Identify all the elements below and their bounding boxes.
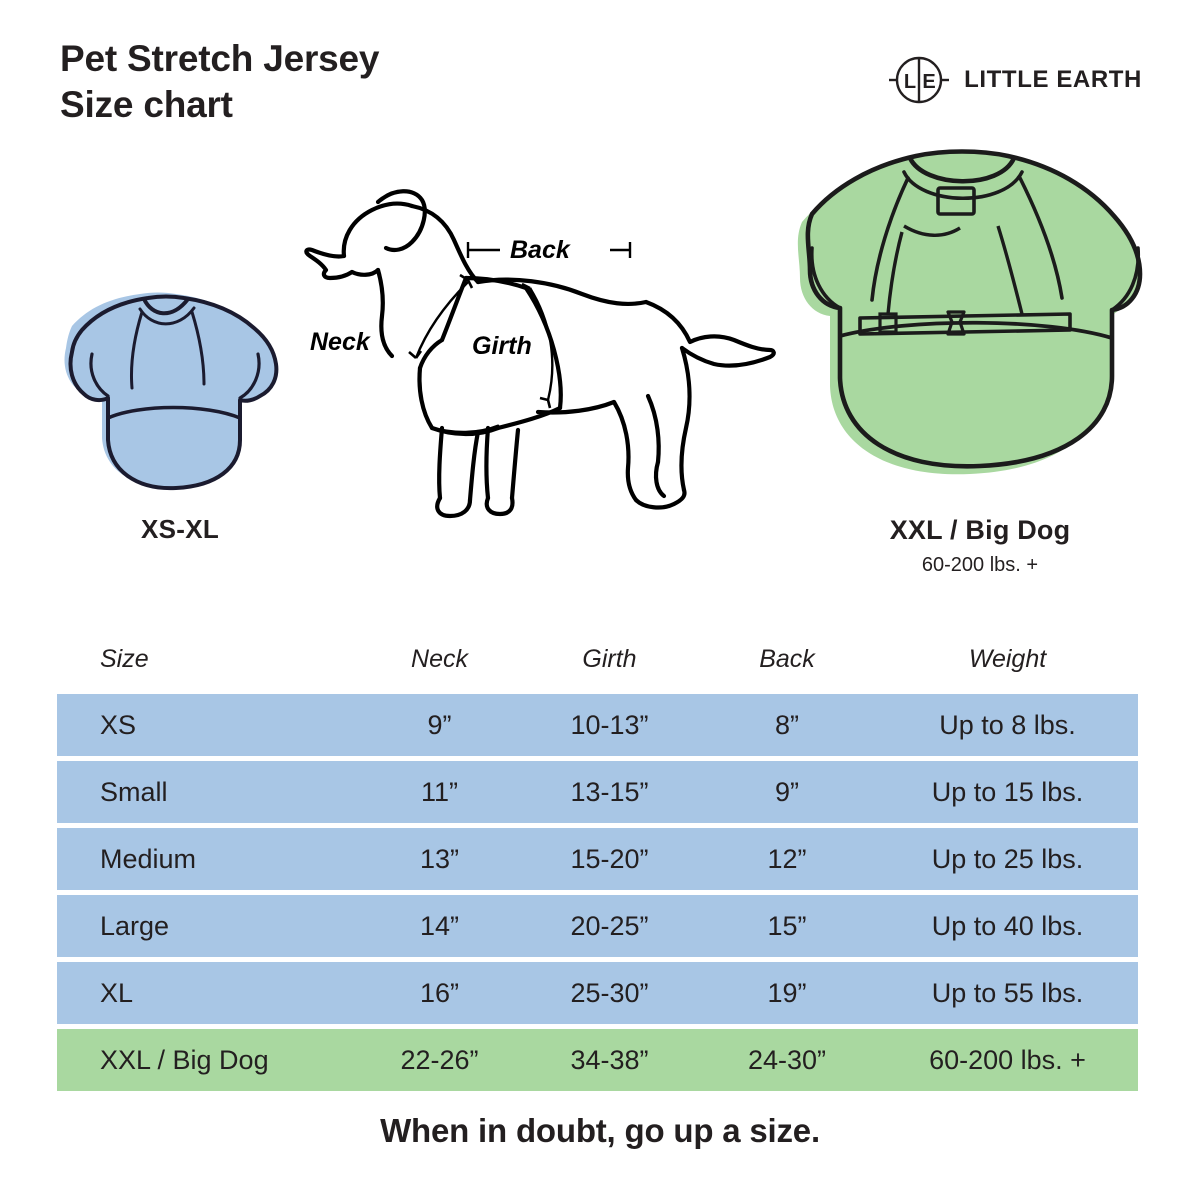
cell-back: 12” [767, 843, 807, 874]
brand-logo: L E LITTLE EARTH [888, 54, 1142, 106]
size-chart-table: Size Neck Girth Back Weight XS 9” 10-13”… [57, 634, 1138, 1096]
footer-advice-note: When in doubt, go up a size. [380, 1112, 820, 1149]
brand-wordmark: LITTLE EARTH [964, 66, 1142, 93]
svg-text:L: L [904, 71, 916, 93]
dog-label-neck: Neck [310, 328, 371, 356]
blue-pet-jersey-icon [64, 292, 279, 491]
cell-girth: 15-20” [570, 843, 649, 874]
dog-measurement-diagram-icon: Back Neck Girth [304, 189, 776, 519]
cell-weight: Up to 40 lbs. [931, 910, 1084, 941]
svg-text:E: E [922, 71, 935, 93]
little-earth-mark-icon: L E [889, 56, 950, 104]
column-header-weight: Weight [968, 644, 1047, 673]
big-jersey-caption-title: XXL / Big Dog [889, 515, 1071, 545]
cell-girth: 13-15” [570, 776, 649, 807]
table-row: XS 9” 10-13” 8” Up to 8 lbs. [57, 694, 1138, 756]
cell-neck: 11” [420, 776, 459, 807]
cell-girth: 10-13” [570, 709, 649, 740]
cell-weight: Up to 25 lbs. [931, 843, 1084, 874]
cell-back: 19” [767, 977, 807, 1008]
page-title: Pet Stretch Jersey Size chart [60, 36, 380, 128]
cell-girth: 20-25” [570, 910, 649, 941]
cell-size: Large [100, 910, 170, 941]
cell-back: 24-30” [747, 1044, 827, 1075]
cell-size: XL [100, 977, 134, 1008]
table-row: Small 11” 13-15” 9” Up to 15 lbs. [57, 761, 1138, 823]
cell-back: 9” [774, 776, 799, 807]
small-jersey-caption: XS-XL [140, 514, 220, 544]
table-row: XXL / Big Dog 22-26” 34-38” 24-30” 60-20… [57, 1029, 1138, 1091]
green-big-dog-jersey-icon [797, 149, 1143, 475]
table-row: XL 16” 25-30” 19” Up to 55 lbs. [57, 962, 1138, 1024]
big-jersey-caption-subtitle: 60-200 lbs. + [921, 554, 1039, 576]
column-header-size: Size [100, 644, 149, 673]
cell-girth: 34-38” [570, 1044, 649, 1075]
column-header-neck: Neck [411, 644, 468, 673]
cell-neck: 16” [419, 977, 460, 1008]
cell-weight: Up to 15 lbs. [931, 776, 1084, 807]
big-jersey-caption: XXL / Big Dog 60-200 lbs. + [820, 515, 1140, 577]
cell-weight: Up to 55 lbs. [931, 977, 1084, 1008]
cell-size: Small [100, 776, 168, 807]
column-header-girth: Girth [582, 644, 637, 673]
cell-neck: 13” [419, 843, 460, 874]
cell-neck: 22-26” [400, 1044, 479, 1075]
column-header-back: Back [759, 644, 815, 673]
cell-neck: 14” [419, 910, 460, 941]
cell-neck: 9” [427, 709, 452, 740]
cell-back: 15” [767, 910, 807, 941]
table-row: Large 14” 20-25” 15” Up to 40 lbs. [57, 895, 1138, 957]
table-row: Medium 13” 15-20” 12” Up to 25 lbs. [57, 828, 1138, 890]
cell-size: XS [100, 709, 137, 740]
cell-weight: 60-200 lbs. + [929, 1044, 1086, 1075]
dog-label-girth: Girth [472, 332, 532, 360]
table-header-row: Size Neck Girth Back Weight [57, 634, 1138, 684]
cell-girth: 25-30” [570, 977, 649, 1008]
dog-label-back: Back [510, 236, 571, 264]
cell-size: Medium [100, 843, 197, 874]
cell-weight: Up to 8 lbs. [939, 709, 1076, 740]
cell-size: XXL / Big Dog [100, 1044, 269, 1075]
page-title-line-1: Pet Stretch Jersey [60, 38, 380, 79]
cell-back: 8” [774, 709, 799, 740]
page-title-line-2: Size chart [60, 83, 233, 125]
